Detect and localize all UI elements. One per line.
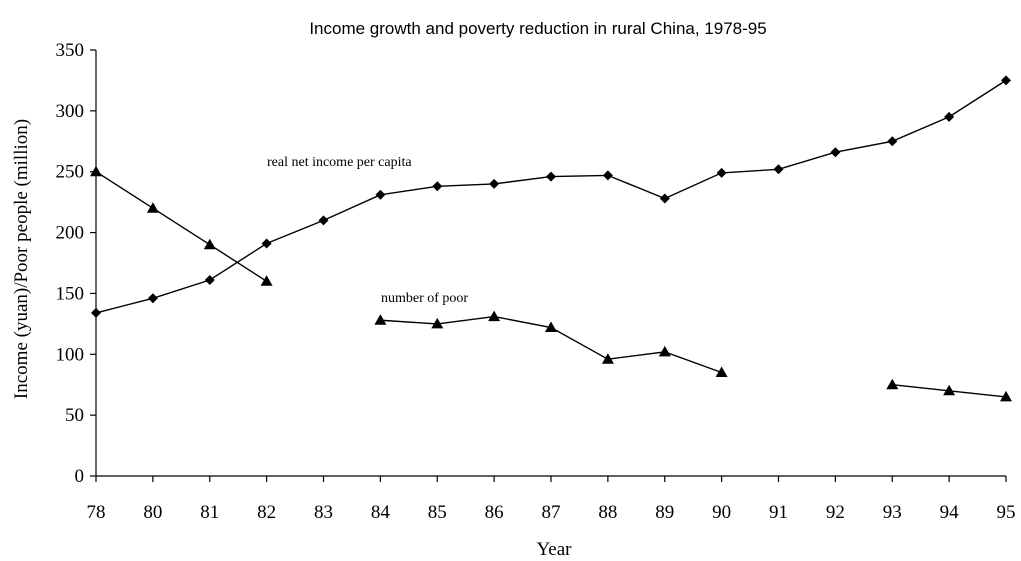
income-data-point — [147, 293, 158, 304]
poor-series-line — [95, 171, 267, 282]
y-tick-label: 150 — [56, 283, 85, 304]
poor-data-point — [1000, 390, 1012, 402]
income-data-point — [716, 167, 727, 178]
y-tick-label: 300 — [56, 101, 85, 122]
x-tick-label: 86 — [485, 502, 504, 523]
y-axis-title: Income (yuan)/Poor people (million) — [11, 119, 32, 399]
x-tick-label: 92 — [826, 502, 845, 523]
poor-data-point — [146, 202, 159, 213]
x-axis-title: Year — [536, 539, 572, 560]
poor-series — [90, 165, 1012, 402]
poor-data-point — [715, 366, 728, 377]
income-series-line — [95, 79, 1007, 314]
y-tick-label: 250 — [56, 162, 85, 183]
x-axis-ticks: 78 80 81 82 83 84 85 86 87 88 89 90 91 92 93 94 95 — [87, 476, 1016, 523]
x-tick-label: 81 — [200, 502, 219, 523]
y-tick-label: 100 — [56, 344, 85, 365]
income-data-point — [773, 164, 784, 175]
poor-data-point — [431, 317, 444, 329]
chart-title: Income growth and poverty reduction in r… — [309, 19, 766, 38]
x-tick-label: 91 — [769, 502, 788, 523]
x-tick-label: 90 — [712, 502, 731, 523]
poor-data-point — [545, 321, 557, 332]
series-layer — [90, 75, 1012, 402]
income-data-point — [432, 181, 443, 192]
income-data-point — [602, 170, 613, 181]
x-tick-label: 89 — [655, 502, 674, 523]
x-tick-label: 80 — [143, 502, 162, 523]
x-tick-label: 88 — [598, 502, 617, 523]
income-data-point — [546, 171, 556, 182]
income-data-point — [261, 238, 272, 249]
poor-data-point — [601, 353, 614, 364]
poor-data-point — [658, 345, 671, 357]
income-data-point — [204, 275, 215, 285]
income-data-point — [944, 111, 955, 122]
income-data-point — [1001, 75, 1011, 86]
income-data-point — [318, 215, 329, 226]
y-tick-label: 200 — [56, 223, 85, 244]
x-tick-label: 85 — [428, 502, 447, 523]
income-series-annotation: real net income per capita — [267, 155, 412, 170]
x-tick-label: 87 — [542, 502, 561, 523]
poor-data-point — [488, 310, 501, 322]
x-tick-label: 94 — [940, 502, 960, 523]
poor-data-point — [374, 314, 387, 325]
income-data-point — [91, 307, 101, 318]
poor-data-point — [886, 378, 899, 390]
y-axis-ticks: 0 50 100 150 200 250 300 350 — [56, 40, 96, 487]
x-tick-label: 78 — [87, 502, 106, 523]
x-tick-label: 93 — [883, 502, 902, 523]
poor-data-point — [260, 275, 273, 286]
income-data-point — [375, 189, 386, 200]
income-series — [91, 75, 1011, 318]
x-tick-label: 95 — [997, 502, 1016, 523]
income-data-point — [830, 147, 841, 158]
income-data-point — [489, 178, 500, 189]
income-data-point — [659, 193, 670, 204]
y-tick-label: 50 — [65, 405, 84, 426]
x-tick-label: 82 — [257, 502, 276, 523]
income-data-point — [887, 136, 898, 147]
y-tick-label: 0 — [75, 466, 85, 487]
y-tick-label: 350 — [56, 40, 85, 61]
poor-data-point — [943, 384, 956, 396]
x-tick-label: 83 — [314, 502, 333, 523]
poor-data-point — [90, 165, 102, 177]
poor-series-annotation: number of poor — [381, 291, 468, 306]
x-tick-label: 84 — [371, 502, 391, 523]
poor-data-point — [203, 238, 216, 250]
